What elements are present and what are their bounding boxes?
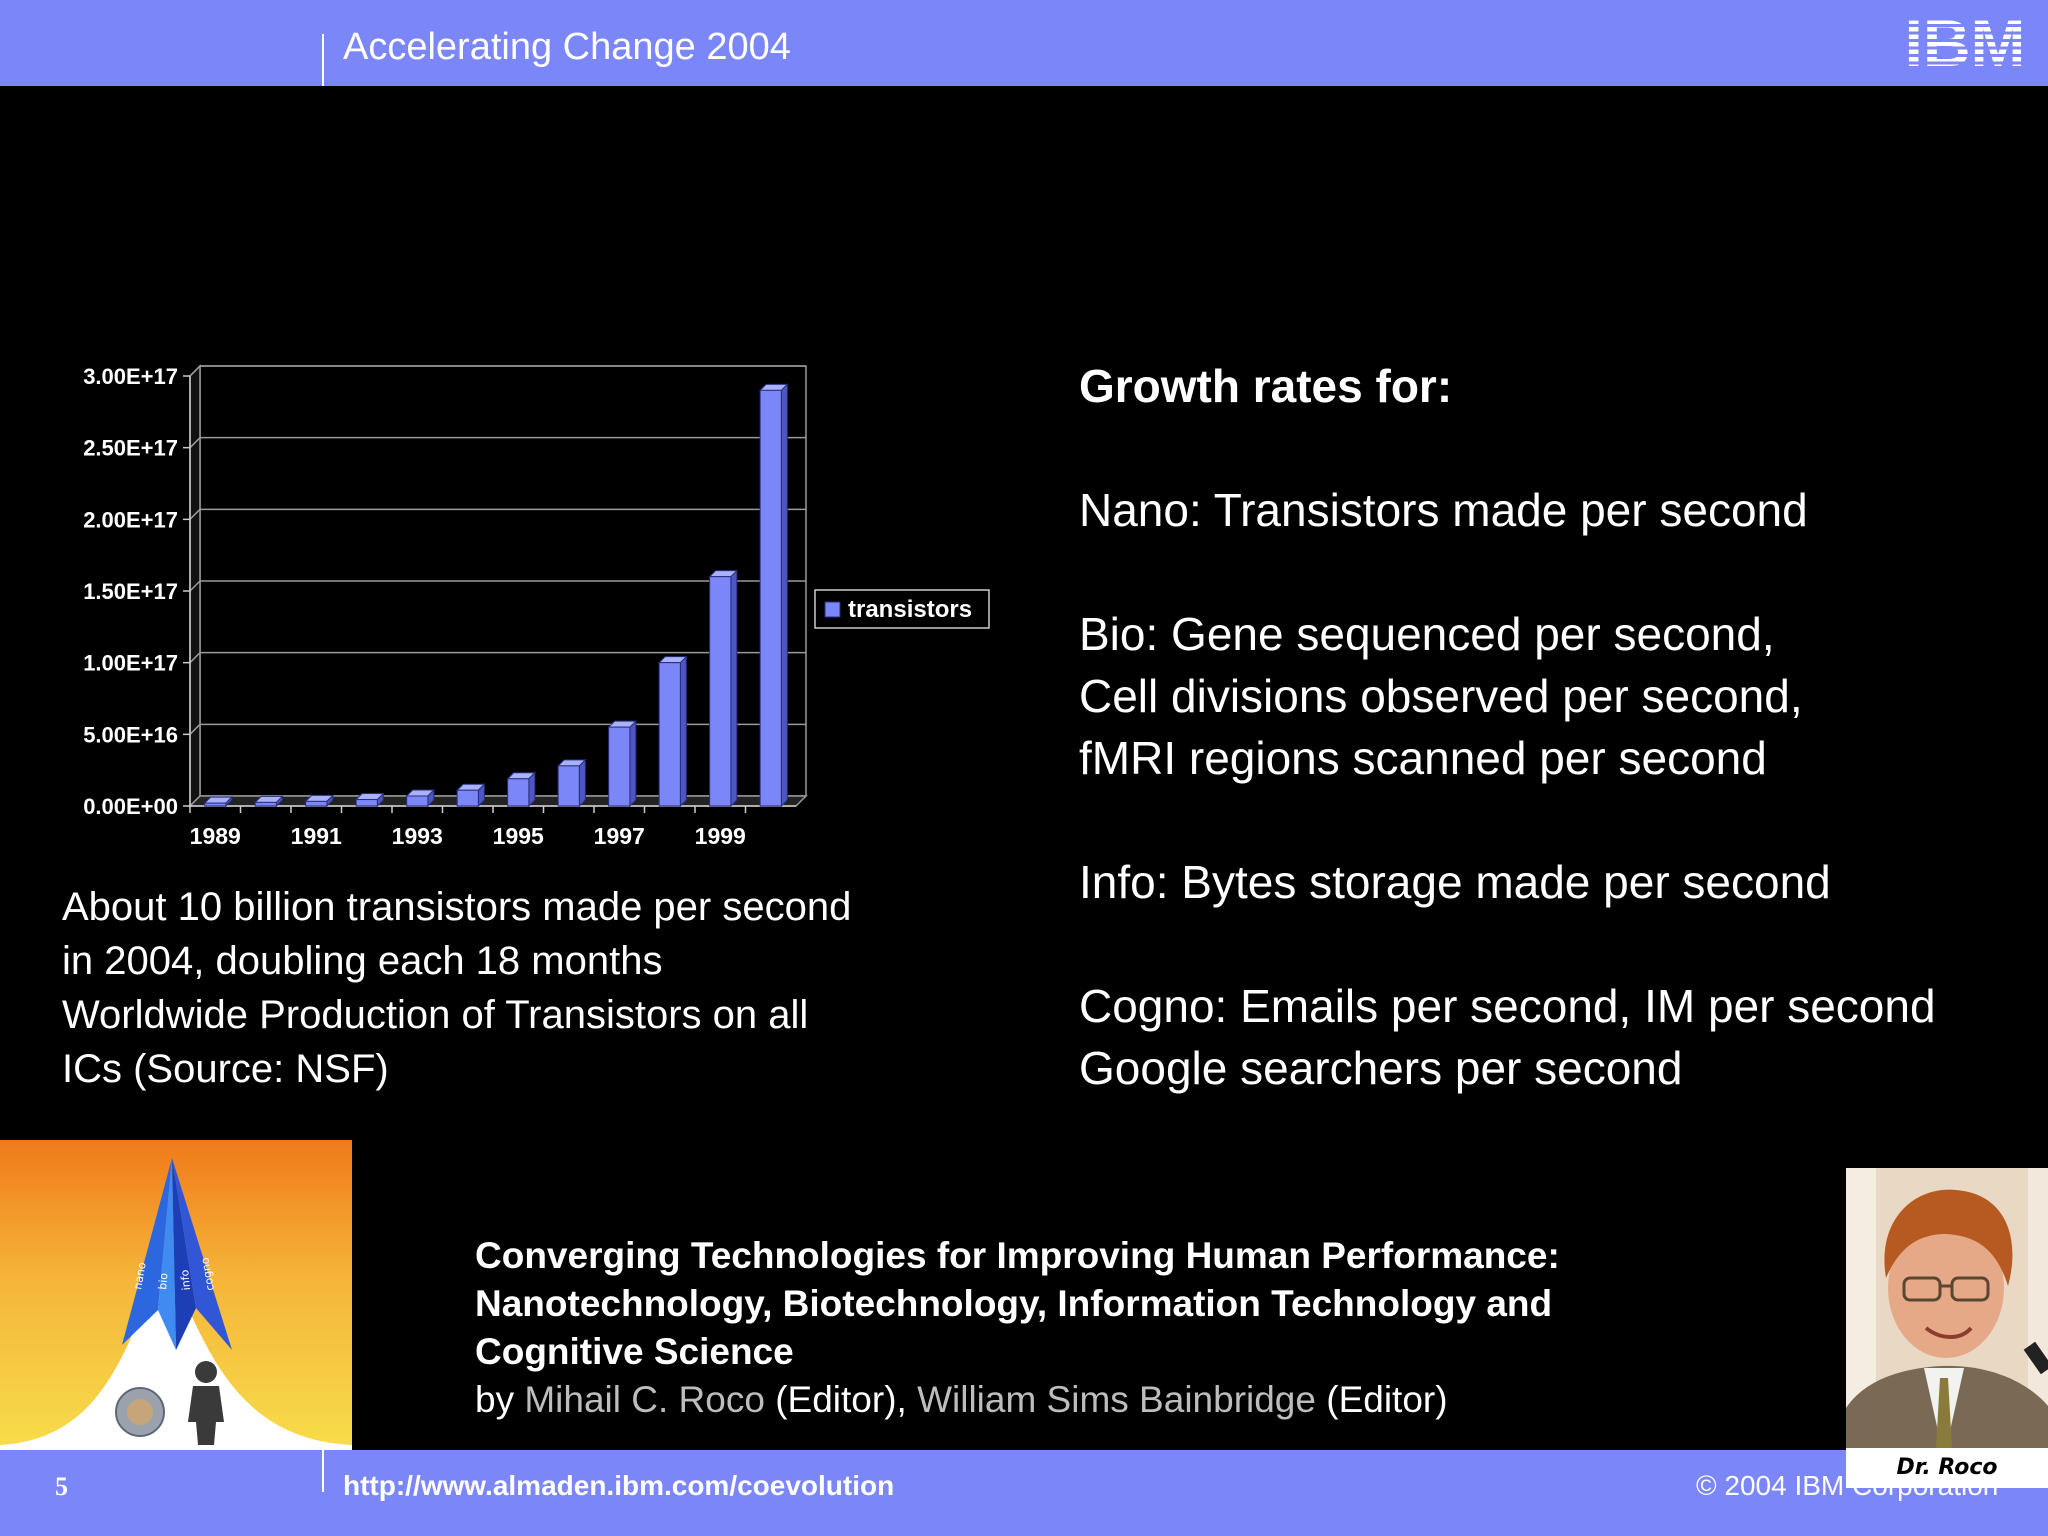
- growth-cogno-line: Google searchers per second: [1079, 1042, 1683, 1094]
- x-tick-label: 1989: [190, 823, 241, 849]
- growth-cogno-line: Cogno: Emails per second, IM per second: [1079, 980, 1936, 1032]
- transistor-bar-chart: 0.00E+00 5.00E+16 1.00E+17 1.50E+17 2.00E+17…: [83, 364, 990, 849]
- footer-url-link[interactable]: http://www.almaden.ibm.com/coevolution: [343, 1470, 895, 1501]
- gridline-side: [189, 437, 201, 449]
- editor-link-bainbridge[interactable]: William Sims Bainbridge: [917, 1379, 1316, 1420]
- bar-side: [730, 569, 738, 808]
- cover-label-cogno: cogno: [198, 1256, 217, 1291]
- growth-bio-line: fMRI regions scanned per second: [1079, 732, 1767, 784]
- ibm-logo: IBM: [1905, 12, 2026, 72]
- bar: [759, 389, 782, 807]
- book-title-line: Nanotechnology, Biotechnology, Informati…: [475, 1283, 1553, 1324]
- bar: [709, 576, 732, 807]
- growth-rates-list: Growth rates for: Nano: Transistors made…: [1079, 355, 2039, 1099]
- bar: [557, 765, 580, 807]
- y-tick-label: 1.50E+17: [83, 579, 178, 604]
- header-bar: [0, 0, 2048, 86]
- x-tick-label: 1999: [695, 823, 746, 849]
- bar: [204, 802, 227, 807]
- y-tick-label: 0.00E+00: [83, 794, 178, 819]
- growth-heading: Growth rates for:: [1079, 360, 1453, 412]
- y-tick-label: 1.00E+17: [83, 651, 178, 676]
- portrait-caption: Dr. Roco: [1846, 1448, 2048, 1488]
- bar-side: [528, 771, 536, 808]
- y-tick-label: 3.00E+17: [83, 364, 178, 389]
- book-cover-image: nano bio info cogno: [0, 1140, 352, 1450]
- gridline-side: [189, 652, 201, 664]
- editor-link-roco[interactable]: Mihail C. Roco: [524, 1379, 765, 1420]
- bar: [305, 800, 328, 807]
- header-divider: [322, 34, 324, 86]
- growth-nano: Nano: Transistors made per second: [1079, 484, 1808, 536]
- bar: [608, 726, 631, 807]
- footer-divider: [322, 1450, 324, 1492]
- y-tick-label: 5.00E+16: [83, 722, 178, 747]
- book-title-line: Converging Technologies for Improving Hu…: [475, 1235, 1560, 1276]
- page-number: 5: [55, 1472, 68, 1501]
- editor-tag: (Editor),: [775, 1379, 907, 1420]
- legend-box: [814, 589, 990, 629]
- growth-bio-line: Bio: Gene sequenced per second,: [1079, 608, 1775, 660]
- footer-bar: [0, 1450, 2048, 1536]
- book-reference: Converging Technologies for Improving Hu…: [475, 1232, 1755, 1424]
- bar: [456, 789, 479, 807]
- gridline-side: [189, 723, 201, 735]
- x-tick-label: 1997: [594, 823, 645, 849]
- bar-side: [679, 655, 687, 808]
- bar-side: [578, 758, 586, 808]
- growth-info: Info: Bytes storage made per second: [1079, 856, 1831, 908]
- y-tick-label: 2.50E+17: [83, 436, 178, 461]
- caption-line: in 2004, doubling each 18 months: [62, 939, 663, 983]
- x-tick-label: 1993: [392, 823, 443, 849]
- cover-label-bio: bio: [156, 1272, 170, 1290]
- book-editors: by Mihail C. Roco (Editor), William Sims…: [475, 1376, 1755, 1424]
- bar: [254, 801, 277, 807]
- bar: [406, 795, 429, 807]
- cover-label-info: info: [178, 1269, 193, 1291]
- gridline-side: [189, 508, 201, 520]
- x-tick-label: 1995: [493, 823, 544, 849]
- bar: [355, 799, 378, 807]
- legend-swatch: [824, 601, 841, 618]
- by-label: by: [475, 1379, 515, 1420]
- chart-caption: About 10 billion transistors made per se…: [62, 880, 1002, 1096]
- slide-title: Accelerating Change 2004: [343, 26, 791, 68]
- growth-bio-line: Cell divisions observed per second,: [1079, 670, 1803, 722]
- svg-text:IBM: IBM: [1905, 12, 2026, 72]
- cover-label-nano: nano: [131, 1261, 149, 1291]
- x-tick-label: 1991: [291, 823, 342, 849]
- gridline-side: [189, 580, 201, 592]
- legend-label: transistors: [848, 596, 972, 623]
- bar: [658, 662, 681, 807]
- y-tick-label: 2.00E+17: [83, 507, 178, 532]
- caption-line: ICs (Source: NSF): [62, 1047, 389, 1091]
- bar: [507, 778, 530, 807]
- bar-side: [780, 383, 788, 808]
- caption-line: Worldwide Production of Transistors on a…: [62, 993, 809, 1037]
- book-title-line: Cognitive Science: [475, 1331, 794, 1372]
- bar-side: [629, 719, 637, 808]
- gridline-side: [189, 365, 201, 377]
- caption-line: About 10 billion transistors made per se…: [62, 885, 852, 929]
- portrait-photo: [1846, 1168, 2048, 1490]
- editor-tag: (Editor): [1326, 1379, 1448, 1420]
